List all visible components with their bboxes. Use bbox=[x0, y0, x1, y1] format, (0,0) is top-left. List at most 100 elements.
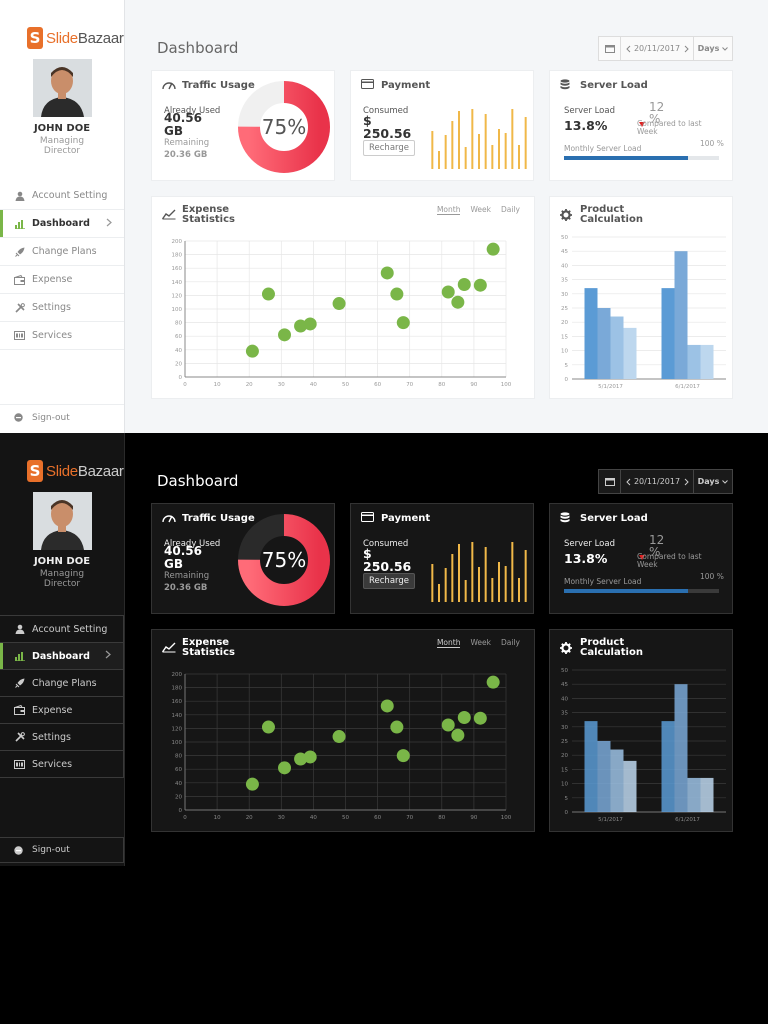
scatter-point bbox=[396, 316, 410, 330]
traffic-donut-chart bbox=[238, 514, 330, 606]
x-tick-label: 10 bbox=[214, 815, 221, 821]
y-tick-label: 180 bbox=[172, 253, 183, 259]
payment-bar bbox=[518, 145, 520, 169]
calendar-icon[interactable] bbox=[599, 470, 621, 493]
y-tick-label: 5 bbox=[565, 796, 569, 802]
x-tick-label: 60 bbox=[374, 382, 381, 388]
x-tick-label: 30 bbox=[278, 815, 285, 821]
y-tick-label: 20 bbox=[175, 794, 182, 800]
x-tick-label: 100 bbox=[501, 815, 512, 821]
x-tick-label: 5/1/2017 bbox=[598, 817, 623, 823]
scatter-point bbox=[278, 761, 292, 775]
y-tick-label: 160 bbox=[172, 266, 183, 272]
y-tick-label: 0 bbox=[179, 808, 183, 814]
chevron-left-icon[interactable] bbox=[621, 470, 635, 493]
x-tick-label: 20 bbox=[246, 382, 253, 388]
sidebar-item-expense[interactable]: Expense bbox=[0, 266, 124, 294]
scatter-point bbox=[457, 278, 471, 292]
payment-bar bbox=[438, 151, 440, 169]
rocket-icon bbox=[14, 246, 25, 257]
trend-line-icon bbox=[162, 642, 176, 654]
payment-bar bbox=[471, 542, 474, 602]
sign-out-button[interactable]: Sign-out bbox=[0, 837, 124, 863]
consumed-label: Consumed bbox=[363, 539, 409, 549]
payment-title: Payment bbox=[381, 79, 431, 91]
sidebar-item-account-setting[interactable]: Account Setting bbox=[0, 182, 124, 210]
recharge-button[interactable]: Recharge bbox=[363, 140, 415, 156]
payment-bar bbox=[471, 109, 474, 169]
range-unit-select[interactable]: Days bbox=[693, 37, 732, 60]
y-tick-label: 100 bbox=[172, 307, 183, 313]
chevron-right-icon[interactable] bbox=[679, 470, 693, 493]
sidebar-item-dashboard[interactable]: Dashboard bbox=[0, 210, 124, 238]
sign-out-icon bbox=[14, 413, 23, 422]
tab-daily[interactable]: Daily bbox=[501, 638, 520, 647]
traffic-usage-card: Traffic Usage Already Used 40.56 GB Rema… bbox=[151, 70, 335, 181]
scatter-point bbox=[261, 720, 275, 734]
used-label: Already Used bbox=[164, 539, 221, 549]
chevron-left-icon[interactable] bbox=[621, 37, 635, 60]
sidebar-item-settings[interactable]: Settings bbox=[0, 723, 124, 751]
sidebar-item-services[interactable]: Services bbox=[0, 750, 124, 778]
expense-statistics-card: Expense Statistics Month Week Daily 0 10 2… bbox=[151, 196, 535, 399]
server-load-label: Server Load bbox=[564, 106, 615, 116]
sidebar-item-expense[interactable]: Expense bbox=[0, 696, 124, 724]
payment-bar bbox=[444, 568, 447, 602]
payment-title: Payment bbox=[381, 512, 431, 524]
product-bar-chart: 0 5 10 15 20 25 30 35 40 45 50 5/1/2017 6/1/2017 bbox=[561, 668, 726, 823]
date-picker[interactable]: 20/11/2017 Days bbox=[598, 36, 733, 61]
x-tick-label: 6/1/2017 bbox=[675, 384, 700, 390]
chevron-right-icon bbox=[105, 650, 111, 662]
sidebar-item-dashboard[interactable]: Dashboard bbox=[0, 642, 124, 670]
tab-daily[interactable]: Daily bbox=[501, 205, 520, 214]
traffic-title: Traffic Usage bbox=[182, 512, 255, 524]
payment-bar bbox=[451, 121, 454, 169]
services-icon bbox=[14, 330, 25, 341]
date-picker[interactable]: 20/11/2017 Days bbox=[598, 469, 733, 494]
y-tick-label: 80 bbox=[175, 321, 182, 327]
brand-logo[interactable]: S SlideBazaar bbox=[27, 26, 124, 50]
sidebar-item-label: Change Plans bbox=[32, 677, 97, 689]
gauge-icon bbox=[162, 512, 176, 524]
sidebar-item-change-plans[interactable]: Change Plans bbox=[0, 669, 124, 697]
sign-out-button[interactable]: Sign-out bbox=[0, 404, 124, 430]
server-load-value: 13.8% bbox=[564, 118, 608, 133]
server-change-note: Compared to last Week bbox=[637, 552, 702, 569]
dark-theme-dashboard: S SlideBazaar JOHN DOE Managing Director… bbox=[0, 433, 768, 866]
y-tick-label: 60 bbox=[175, 334, 182, 340]
sign-out-label: Sign-out bbox=[32, 412, 70, 423]
gauge-icon bbox=[162, 79, 176, 91]
range-unit-select[interactable]: Days bbox=[693, 470, 732, 493]
scatter-point bbox=[486, 675, 500, 689]
tab-week[interactable]: Week bbox=[470, 205, 492, 214]
remaining-label: Remaining bbox=[164, 571, 210, 581]
sidebar-item-account-setting[interactable]: Account Setting bbox=[0, 615, 124, 643]
recharge-button[interactable]: Recharge bbox=[363, 573, 415, 589]
scatter-point bbox=[332, 297, 346, 311]
sidebar-item-change-plans[interactable]: Change Plans bbox=[0, 238, 124, 266]
tab-week[interactable]: Week bbox=[470, 638, 492, 647]
payment-bar bbox=[511, 109, 514, 169]
remaining-label: Remaining bbox=[164, 138, 210, 148]
rocket-icon bbox=[14, 678, 25, 689]
tab-month[interactable]: Month bbox=[436, 638, 461, 648]
sidebar-item-settings[interactable]: Settings bbox=[0, 294, 124, 322]
product-bar bbox=[584, 288, 598, 379]
y-tick-label: 15 bbox=[561, 767, 568, 773]
remaining-value: 20.36 GB bbox=[164, 150, 208, 160]
database-icon bbox=[560, 512, 574, 524]
y-tick-label: 80 bbox=[175, 754, 182, 760]
scatter-point bbox=[457, 711, 471, 725]
calendar-icon[interactable] bbox=[599, 37, 621, 60]
product-calculation-card: Product Calculation 0 5 10 15 20 25 30 35 40 45 50… bbox=[549, 196, 733, 399]
sidebar-item-services[interactable]: Services bbox=[0, 322, 124, 350]
brand-logo[interactable]: S SlideBazaar bbox=[27, 459, 124, 483]
scatter-point bbox=[473, 711, 487, 725]
gear-icon bbox=[560, 209, 574, 221]
scatter-point bbox=[278, 328, 292, 342]
y-tick-label: 30 bbox=[561, 725, 568, 731]
y-tick-label: 0 bbox=[179, 375, 183, 381]
chevron-right-icon[interactable] bbox=[679, 37, 693, 60]
database-icon bbox=[560, 79, 574, 91]
tab-month[interactable]: Month bbox=[436, 205, 461, 215]
